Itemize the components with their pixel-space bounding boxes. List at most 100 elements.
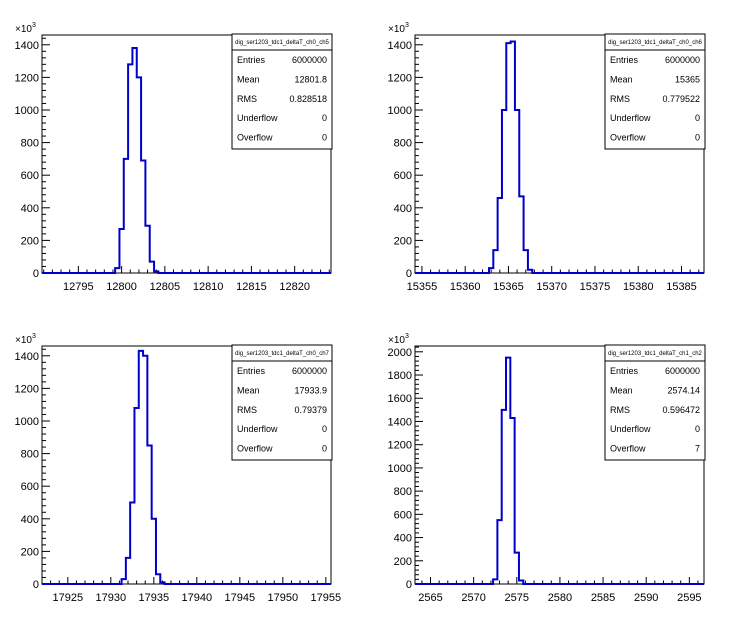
x-tick-label: 15385 bbox=[666, 281, 697, 293]
stats-label: Entries bbox=[610, 366, 639, 376]
stats-label: Underflow bbox=[610, 113, 651, 123]
y-tick-label: 1000 bbox=[388, 105, 412, 117]
x-tick-label: 15375 bbox=[580, 281, 611, 293]
histogram-panel-3: 17925 17930 17935 17940 17945 17950 17955 0 200 4… bbox=[15, 333, 342, 604]
stats-label: Overflow bbox=[610, 133, 646, 143]
stats-label: Overflow bbox=[237, 444, 273, 454]
y-axis-multiplier-power: 3 bbox=[405, 22, 409, 29]
stats-value: 0.779522 bbox=[662, 94, 700, 104]
stats-label: Entries bbox=[237, 366, 266, 376]
stats-value: 6000000 bbox=[665, 366, 700, 376]
x-tick-label: 17955 bbox=[311, 592, 342, 604]
y-axis-multiplier-base: ×10 bbox=[15, 335, 32, 346]
histogram-panel-4: 2565 2570 2575 2580 2585 2590 2595 0 200 400 600 80… bbox=[388, 333, 706, 604]
x-tick-label: 17950 bbox=[268, 592, 299, 604]
x-tick-label: 2585 bbox=[591, 592, 615, 604]
y-tick-label: 400 bbox=[394, 533, 412, 545]
stats-label: Mean bbox=[610, 74, 633, 84]
y-tick-label: 1600 bbox=[388, 393, 412, 405]
y-tick-label: 800 bbox=[21, 138, 39, 150]
y-tick-label: 1200 bbox=[15, 72, 39, 84]
stats-box: dig_ser1203_tdc1_deltaT_ch0_ch7 Entries 60… bbox=[231, 344, 333, 461]
y-axis-multiplier: ×103 bbox=[15, 333, 36, 346]
y-tick-label: 600 bbox=[21, 170, 39, 182]
stats-label: RMS bbox=[237, 405, 257, 415]
stats-box: dig_ser1203_tdc1_deltaT_ch0_ch6 Entries 60… bbox=[604, 33, 706, 150]
x-tick-label: 17930 bbox=[96, 592, 127, 604]
y-tick-label: 400 bbox=[21, 514, 39, 526]
y-tick-label: 200 bbox=[21, 546, 39, 558]
stats-value: 0 bbox=[695, 424, 700, 434]
stats-label: Overflow bbox=[610, 444, 646, 454]
histogram-bin bbox=[489, 268, 493, 273]
histogram-bin bbox=[132, 48, 136, 273]
y-axis-multiplier-power: 3 bbox=[32, 22, 36, 29]
stats-label: RMS bbox=[237, 94, 257, 104]
histogram-bin bbox=[124, 159, 128, 273]
histogram-bin bbox=[524, 250, 528, 273]
x-tick-label: 15380 bbox=[623, 281, 654, 293]
y-tick-label: 800 bbox=[21, 449, 39, 461]
y-tick-label: 0 bbox=[33, 579, 39, 591]
histogram-bin bbox=[134, 408, 138, 584]
y-tick-label: 400 bbox=[21, 203, 39, 215]
histogram-bin bbox=[493, 250, 497, 273]
histogram-bin bbox=[141, 161, 145, 273]
stats-value: 12801.8 bbox=[294, 74, 327, 84]
y-tick-label: 1400 bbox=[15, 351, 39, 363]
y-axis-multiplier: ×103 bbox=[388, 22, 409, 35]
y-tick-label: 2000 bbox=[388, 347, 412, 359]
stats-value: 0 bbox=[695, 133, 700, 143]
x-tick-label: 17935 bbox=[139, 592, 170, 604]
histogram-bin bbox=[154, 271, 158, 273]
stats-box: dig_ser1203_tdc1_deltaT_ch1_ch2 Entries 60… bbox=[604, 344, 706, 461]
histogram-bin bbox=[128, 64, 132, 273]
histogram-bin bbox=[502, 110, 506, 273]
y-tick-label: 0 bbox=[406, 268, 412, 280]
stats-value: 17933.9 bbox=[294, 385, 327, 395]
y-tick-label: 1400 bbox=[15, 40, 39, 52]
stats-box-frame bbox=[231, 33, 333, 150]
x-tick-label: 12805 bbox=[150, 281, 181, 293]
stats-box-frame bbox=[231, 344, 333, 461]
x-tick-label: 15365 bbox=[493, 281, 524, 293]
histogram-bin bbox=[126, 558, 130, 584]
histogram-bin bbox=[115, 268, 119, 273]
y-axis-multiplier-base: ×10 bbox=[388, 335, 405, 346]
histogram-bin bbox=[130, 502, 134, 584]
y-tick-label: 200 bbox=[394, 235, 412, 247]
stats-box-title: dig_ser1203_tdc1_deltaT_ch1_ch2 bbox=[608, 351, 702, 357]
histogram-bin bbox=[511, 42, 515, 273]
stats-value: 6000000 bbox=[292, 55, 327, 65]
histogram-series bbox=[415, 40, 704, 274]
y-axis-multiplier: ×103 bbox=[15, 22, 36, 35]
y-tick-label: 1200 bbox=[388, 72, 412, 84]
histogram-bin bbox=[119, 229, 123, 273]
y-tick-label: 0 bbox=[406, 579, 412, 591]
y-tick-label: 600 bbox=[394, 170, 412, 182]
histogram-bin bbox=[137, 77, 141, 273]
x-tick-label: 2570 bbox=[461, 592, 485, 604]
histogram-bin bbox=[160, 582, 164, 584]
histogram-bin bbox=[519, 196, 523, 273]
y-tick-label: 200 bbox=[21, 235, 39, 247]
stats-label: Entries bbox=[237, 55, 266, 65]
histogram-bin bbox=[139, 351, 143, 584]
x-tick-label: 15360 bbox=[450, 281, 481, 293]
y-axis-multiplier-power: 3 bbox=[405, 333, 409, 340]
x-tick-label: 12795 bbox=[63, 281, 94, 293]
stats-value: 15365 bbox=[675, 74, 700, 84]
x-tick-label: 2595 bbox=[677, 592, 701, 604]
stats-box-title: dig_ser1203_tdc1_deltaT_ch0_ch5 bbox=[235, 40, 329, 46]
histogram-bin bbox=[122, 579, 126, 584]
histogram-bin bbox=[506, 43, 510, 273]
x-tick-label: 12810 bbox=[193, 281, 224, 293]
stats-value: 0.79379 bbox=[294, 405, 327, 415]
y-axis-multiplier-power: 3 bbox=[32, 333, 36, 340]
y-tick-label: 1000 bbox=[15, 416, 39, 428]
stats-label: Mean bbox=[237, 74, 260, 84]
x-tick-label: 12800 bbox=[106, 281, 137, 293]
stats-value: 0.596472 bbox=[662, 405, 700, 415]
stats-value: 0.828518 bbox=[289, 94, 327, 104]
